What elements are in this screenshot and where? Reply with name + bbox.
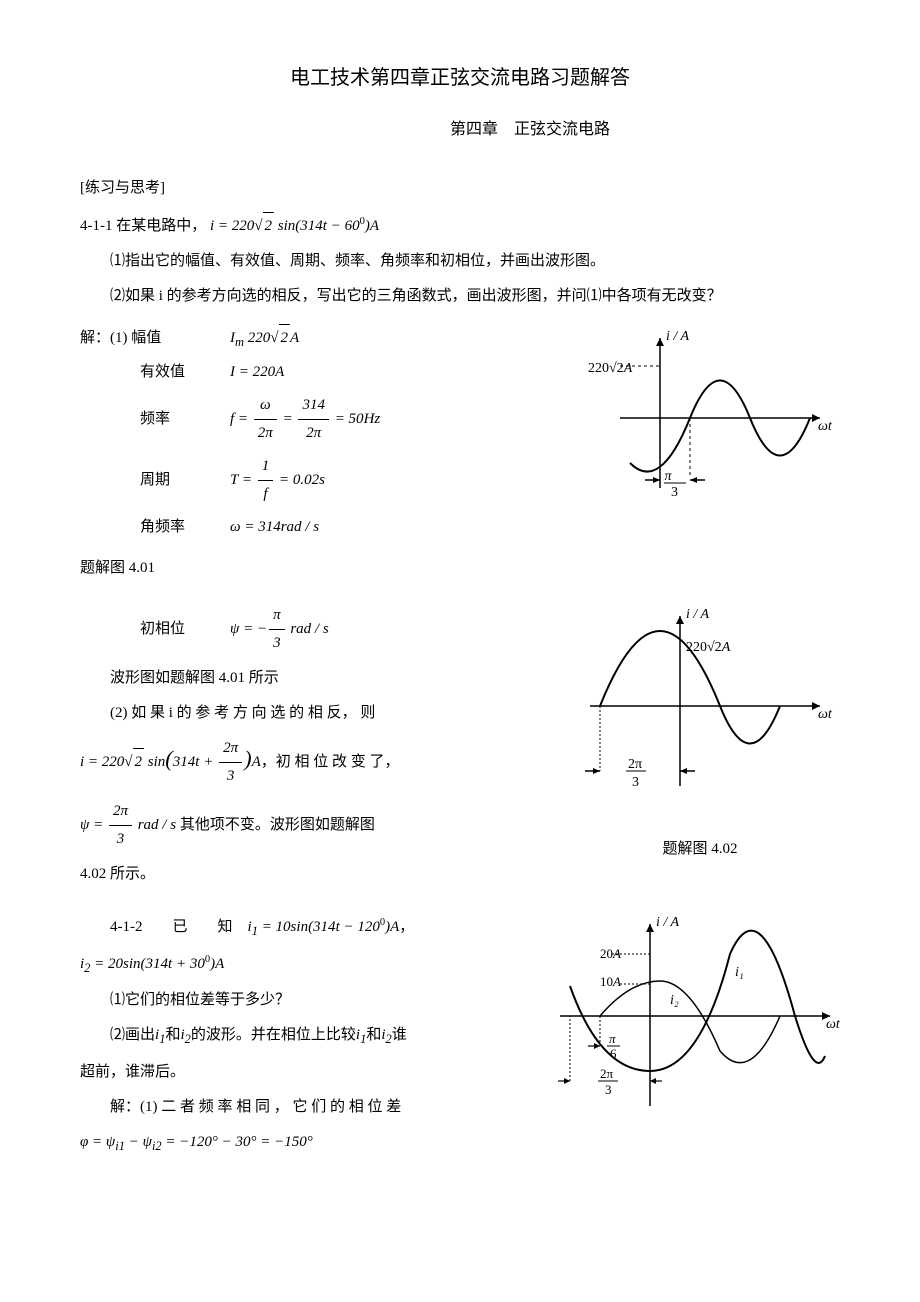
q412-2: ⑵画出i1和i2的波形。并在相位上比较i1和i2谁 bbox=[80, 1022, 520, 1051]
q412-2-cont: 超前，谁滞后。 bbox=[80, 1059, 520, 1086]
svg-text:i / A: i / A bbox=[686, 607, 710, 622]
solution-head: 解：(1) 幅值 Im 2202A bbox=[80, 324, 540, 354]
svg-text:π: π bbox=[609, 1031, 616, 1046]
fig1-caption: 题解图 4.01 bbox=[80, 555, 840, 582]
svg-text:ωt: ωt bbox=[818, 419, 833, 434]
svg-text:ωt: ωt bbox=[826, 1017, 840, 1032]
svg-text:3: 3 bbox=[671, 485, 678, 500]
waveform-chart-1: i / A ωt 220√2A π 3 bbox=[560, 318, 840, 518]
period-row: 周期 T = 1f = 0.02s bbox=[140, 453, 540, 508]
problem-4-1-1: 4-1-1 在某电路中， i = 2202 sin(314t − 600)A bbox=[80, 212, 840, 240]
part2-eq: i = 2202 sin(314t + 2π3)A，初 相 位 改 变 了， bbox=[80, 735, 540, 790]
svg-text:6: 6 bbox=[610, 1046, 617, 1061]
wave-ref: 波形图如题解图 4.01 所示 bbox=[80, 665, 540, 692]
phase-row: 初相位 ψ = −π3 rad / s bbox=[140, 602, 540, 657]
rms-row: 有效值 I = 220A bbox=[140, 359, 540, 386]
svg-text:i₁: i₁ bbox=[735, 965, 744, 980]
svg-text:20A: 20A bbox=[600, 946, 621, 961]
svg-text:2π: 2π bbox=[600, 1066, 614, 1081]
svg-text:220√2A: 220√2A bbox=[588, 361, 633, 376]
svg-text:3: 3 bbox=[632, 775, 639, 790]
svg-text:2π: 2π bbox=[628, 757, 642, 772]
svg-text:i₂: i₂ bbox=[670, 993, 679, 1008]
i2-eq: i2 = 20sin(314t + 300)A bbox=[80, 951, 520, 980]
svg-text:ωt: ωt bbox=[818, 707, 833, 722]
q412-1: ⑴它们的相位差等于多少？ bbox=[80, 987, 520, 1014]
q2: ⑵如果 i 的参考方向选的相反，写出它的三角函数式，画出波形图，并问⑴中各项有无… bbox=[80, 283, 840, 310]
chapter-subtitle: 第四章 正弦交流电路 bbox=[80, 116, 840, 145]
problem-4-1-2: 4-1-2 已 知 i1 = 10sin(314t − 1200)A， bbox=[80, 914, 520, 943]
angfreq-row: 角频率 ω = 314rad / s bbox=[140, 514, 540, 541]
waveform-chart-2: i / A ωt 220√2A 2π 3 bbox=[560, 596, 840, 816]
svg-text:i / A: i / A bbox=[666, 329, 690, 344]
svg-text:220√2A: 220√2A bbox=[686, 640, 731, 655]
part2-text: (2) 如 果 i 的 参 考 方 向 选 的 相 反， 则 bbox=[80, 700, 540, 727]
sol412: 解：(1) 二 者 频 率 相 同 ， 它 们 的 相 位 差 bbox=[80, 1094, 520, 1121]
part2-phase: ψ = 2π3 rad / s 其他项不变。波形图如题解图 bbox=[80, 798, 540, 853]
page-title: 电工技术第四章正弦交流电路习题解答 bbox=[80, 60, 840, 96]
fig2-caption: 题解图 4.02 bbox=[560, 836, 840, 863]
svg-text:i / A: i / A bbox=[656, 915, 680, 930]
section-heading: [练习与思考] bbox=[80, 175, 840, 202]
svg-text:3: 3 bbox=[605, 1082, 612, 1097]
phase-diff: φ = ψi1 − ψi2 = −120° − 30° = −150° bbox=[80, 1129, 520, 1158]
q1: ⑴指出它的幅值、有效值、周期、频率、角频率和初相位，并画出波形图。 bbox=[80, 248, 840, 275]
svg-text:π: π bbox=[664, 469, 672, 484]
svg-text:10A: 10A bbox=[600, 974, 621, 989]
freq-row: 频率 f = ω2π = 3142π = 50Hz bbox=[140, 392, 540, 447]
waveform-chart-3: i / A ωt 20A 10A i₁ i₂ π 6 2π bbox=[540, 906, 840, 1136]
part2-end: 4.02 所示。 bbox=[80, 861, 540, 888]
